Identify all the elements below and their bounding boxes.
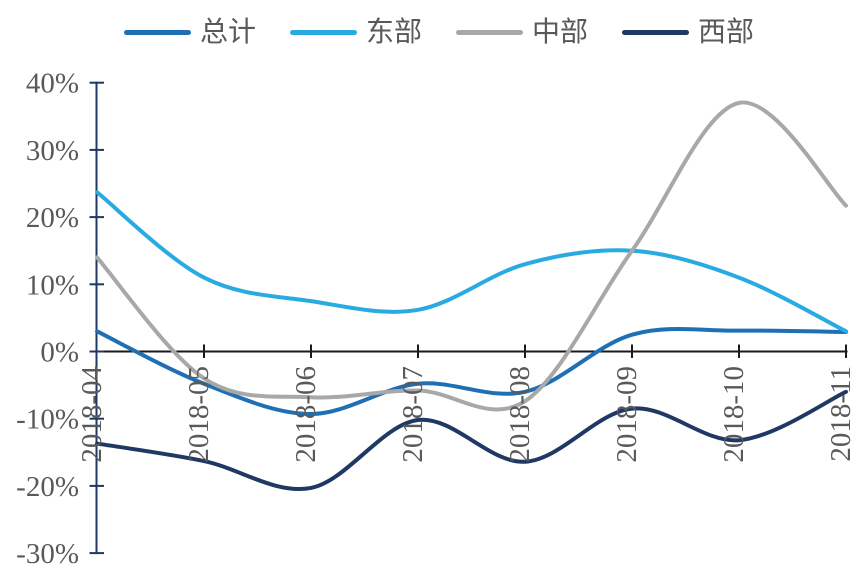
legend-label-central: 中部 [532,16,589,48]
legend-item-total: 总计 [124,16,257,49]
y-tick-label: 10% [26,269,79,301]
x-tick-label: 2018-09 [611,366,643,463]
x-tick-label: 2018-04 [76,366,108,463]
chart-legend: 总计 东部 中部 西部 [124,12,754,54]
y-tick-label: -10% [16,404,79,436]
legend-label-west: 西部 [698,16,755,48]
legend-swatch-west [622,30,690,36]
y-tick-label: 40% [26,68,79,100]
series-line-west [95,389,848,491]
y-tick-label: -20% [16,471,79,503]
y-tick-label: 20% [26,202,79,234]
x-tick-label: 2018-10 [718,366,750,463]
legend-item-west: 西部 [622,16,755,49]
x-tick-label: 2018-11 [825,366,857,462]
legend-swatch-central [456,30,524,36]
y-tick-label: -30% [16,538,79,570]
series-line-central [95,100,848,412]
x-tick-label: 2018-05 [183,366,215,463]
legend-item-central: 中部 [456,16,589,49]
legend-item-east: 东部 [290,16,423,49]
y-tick-label: 30% [26,135,79,167]
x-tick-label: 2018-06 [290,366,322,463]
legend-swatch-east [290,30,358,36]
legend-swatch-total [124,30,191,36]
legend-label-east: 东部 [366,16,423,48]
x-tick-label: 2018-08 [504,366,536,463]
legend-label-total: 总计 [200,16,257,48]
y-tick-label: 0% [40,337,79,369]
series-line-total [95,326,848,416]
series-line-east [95,190,848,334]
x-tick-label: 2018-07 [397,366,429,463]
